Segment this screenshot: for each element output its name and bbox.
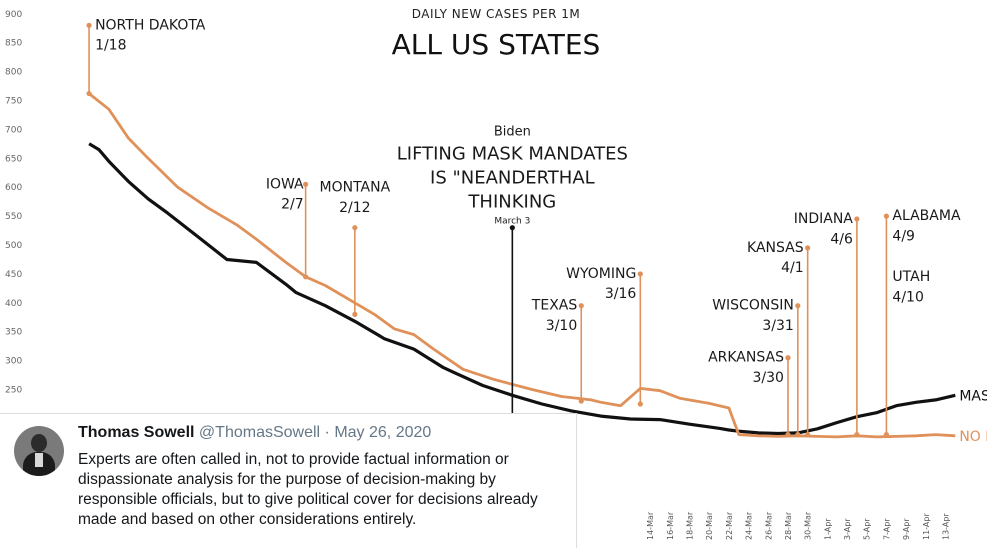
y-tick-label: 600	[5, 183, 22, 193]
annotation-label: IS "NEANDERTHAL	[430, 168, 595, 189]
chart-title: ALL US STATES	[392, 28, 601, 61]
annotation-label: NORTH DAKOTA	[95, 17, 206, 33]
avatar-head	[31, 434, 47, 452]
annotation-label: 4/6	[830, 231, 853, 247]
series-line-mask-mandate	[88, 142, 956, 436]
annotation-label: 4/1	[781, 260, 804, 276]
annotation-label: INDIANA	[794, 211, 854, 227]
annotation-label: MONTANA	[320, 180, 391, 196]
x-tick-label: 7-Apr	[882, 518, 891, 540]
annotation-label: 4/9	[892, 228, 915, 244]
annotation-marker-bottom	[854, 432, 860, 438]
tweet-author-name[interactable]: Thomas Sowell	[78, 424, 195, 441]
x-tick-label: 20-Mar	[705, 511, 714, 540]
annotation-marker-top	[883, 213, 890, 219]
annotation-label: Biden	[494, 125, 531, 140]
annotation-marker-bottom	[883, 432, 890, 438]
annotation-marker-top	[854, 216, 860, 222]
annotation-marker-bottom	[352, 311, 358, 317]
y-tick-label: 350	[5, 328, 22, 338]
annotation-marker-top	[785, 355, 791, 361]
x-tick-label: 5-Apr	[863, 518, 872, 540]
annotation-label: 4/10	[892, 289, 923, 305]
annotation-label: ALABAMA	[892, 208, 961, 224]
annotation-marker-top	[805, 245, 811, 251]
tweet-date[interactable]: May 26, 2020	[334, 424, 432, 441]
y-tick-label: 900	[5, 10, 22, 20]
x-tick-label: 13-Apr	[941, 513, 950, 540]
annotation-label: ARKANSAS	[708, 350, 784, 366]
x-tick-label: 14-Mar	[646, 511, 655, 540]
annotation-label: 2/7	[281, 197, 304, 213]
annotation-label: UTAH	[892, 269, 930, 285]
y-tick-label: 700	[5, 125, 22, 135]
series-label: NO MASK MANDATE	[959, 429, 987, 445]
x-tick-label: 3-Apr	[843, 518, 852, 540]
annotation-label: 2/12	[339, 200, 370, 216]
chart-supertitle: DAILY NEW CASES PER 1M	[412, 7, 580, 21]
x-tick-label: 18-Mar	[686, 511, 695, 540]
annotation-label: TEXAS	[531, 298, 578, 314]
annotation-marker-bottom	[805, 432, 811, 438]
annotation-label: IOWA	[266, 176, 304, 192]
series-label: MASK MANDATE	[959, 388, 987, 404]
tweet-header: Thomas Sowell @ThomasSowell · May 26, 20…	[78, 424, 431, 442]
x-tick-label: 22-Mar	[725, 511, 734, 540]
x-tick-label: 9-Apr	[902, 518, 911, 540]
annotation-label: 1/18	[95, 38, 126, 54]
x-tick-label: 26-Mar	[764, 511, 773, 540]
x-tick-label: 11-Apr	[922, 513, 931, 540]
series-line-no-mask-mandate	[88, 92, 956, 439]
x-tick-label: 30-Mar	[804, 511, 813, 540]
x-tick-label: 1-Apr	[823, 518, 832, 540]
tweet-author-handle[interactable]: @ThomasSowell	[198, 424, 321, 441]
y-tick-label: 650	[5, 154, 22, 164]
y-tick-label: 500	[5, 241, 22, 251]
annotation-marker-bottom	[86, 90, 92, 97]
tweet-card: Thomas Sowell @ThomasSowell · May 26, 20…	[0, 413, 577, 548]
y-tick-label: 300	[5, 357, 22, 367]
x-tick-label: 24-Mar	[745, 511, 754, 540]
annotation-label: 3/10	[546, 318, 577, 334]
annotation-marker-top	[352, 225, 358, 231]
annotation-marker-bottom	[785, 432, 791, 438]
annotation-label: 3/31	[762, 318, 793, 334]
annotation-marker-bottom	[795, 432, 801, 438]
y-tick-label: 400	[5, 299, 22, 309]
annotation-label: 3/16	[605, 286, 637, 302]
annotation-label: KANSAS	[747, 240, 804, 256]
annotation-marker-bottom	[578, 398, 584, 404]
y-tick-label: 850	[5, 39, 22, 49]
annotation-marker-top	[578, 303, 584, 309]
tweet-text: Experts are often called in, not to prov…	[78, 451, 538, 528]
annotation-marker-bottom	[303, 274, 309, 280]
annotation-label: THINKING	[467, 192, 556, 213]
annotation-marker-top	[509, 225, 515, 231]
y-tick-label: 250	[5, 386, 22, 396]
y-tick-label: 750	[5, 96, 22, 106]
annotation-caption: March 3	[494, 217, 530, 227]
x-tick-label: 16-Mar	[666, 511, 675, 540]
tweet-separator: ·	[324, 424, 330, 441]
annotation-marker-top	[795, 303, 801, 309]
y-tick-label: 450	[5, 270, 22, 280]
y-tick-label: 800	[5, 68, 22, 78]
annotation-marker-bottom	[637, 401, 643, 407]
annotation-marker-top	[86, 22, 92, 28]
annotation-label: 3/30	[753, 370, 784, 386]
avatar-shirt	[35, 453, 43, 467]
annotation-label: WYOMING	[566, 266, 636, 282]
annotation-marker-top	[303, 181, 309, 187]
annotation-label: WISCONSIN	[712, 298, 794, 314]
annotation-label: LIFTING MASK MANDATES	[397, 144, 628, 165]
annotation-marker-top	[637, 271, 643, 277]
y-tick-label: 550	[5, 212, 22, 222]
avatar[interactable]	[14, 426, 64, 476]
x-tick-label: 28-Mar	[784, 511, 793, 540]
